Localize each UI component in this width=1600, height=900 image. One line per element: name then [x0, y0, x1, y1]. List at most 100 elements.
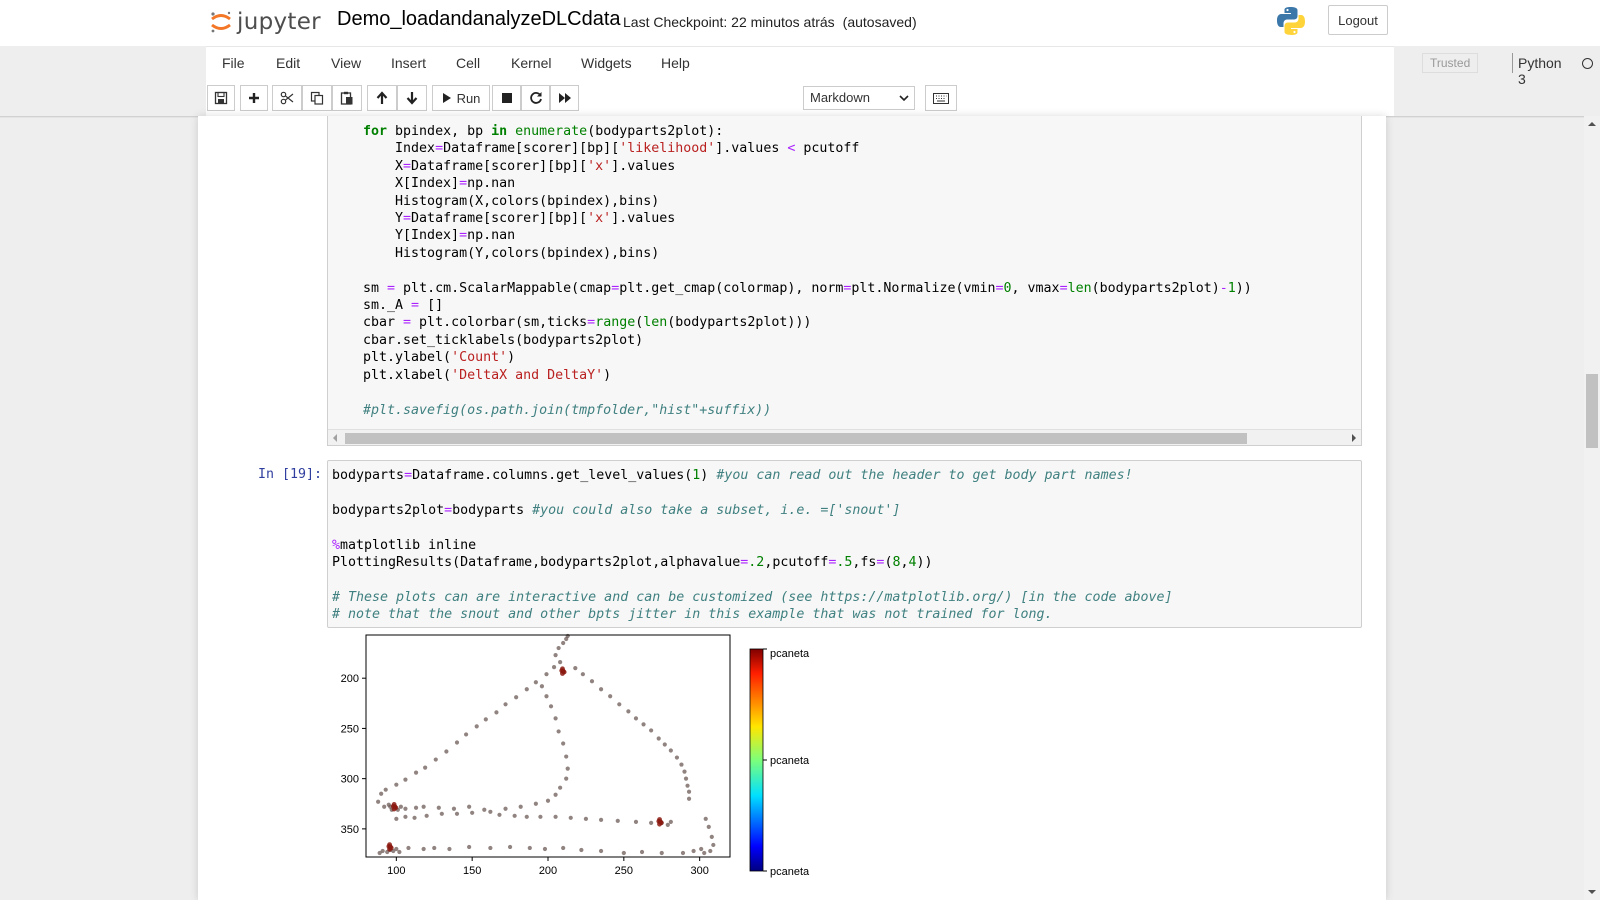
- menu-insert[interactable]: Insert: [391, 55, 427, 71]
- arrow-up-icon: [376, 91, 388, 105]
- scatter-point: [708, 848, 713, 854]
- colorbar-tick-label: pcaneta: [770, 648, 810, 660]
- colorbar-tick-label: pcaneta: [770, 866, 810, 878]
- menu-file[interactable]: File: [222, 55, 245, 71]
- scatter-point: [436, 805, 441, 810]
- scroll-up-icon[interactable]: [1588, 122, 1596, 126]
- input-prompt: In [19]:: [257, 467, 322, 482]
- scatter-point: [482, 807, 487, 812]
- code-line: [332, 484, 1173, 501]
- trusted-badge[interactable]: Trusted: [1422, 53, 1479, 73]
- scatter-point: [686, 789, 692, 794]
- scatter-point: [662, 742, 667, 747]
- scroll-down-icon[interactable]: [1588, 890, 1596, 894]
- scatter-point: [421, 804, 426, 809]
- code-line: PlottingResults(Dataframe,bodyparts2plot…: [332, 555, 933, 571]
- header: jupyter Demo_loadandanalyzeDLCdata Last …: [0, 0, 1600, 46]
- code-line: %matplotlib inline: [332, 537, 477, 553]
- x-tick-label: 200: [539, 865, 557, 877]
- notebook-name[interactable]: Demo_loadandanalyzeDLCdata: [337, 8, 621, 30]
- x-tick-label: 300: [690, 865, 708, 877]
- scrollbar-thumb[interactable]: [1586, 374, 1598, 448]
- scatter-point: [524, 814, 529, 819]
- command-palette-button[interactable]: [925, 85, 957, 111]
- code-line: sm = plt.cm.ScalarMappable(cmap=plt.get_…: [363, 280, 1252, 296]
- code-line: X=Dataframe[scorer][bp]['x'].values: [363, 158, 676, 174]
- scatter-point: [626, 709, 631, 714]
- scatter-point: [533, 801, 538, 806]
- code-line: Y=Dataframe[scorer][bp]['x'].values: [363, 211, 676, 227]
- play-icon: [442, 92, 452, 104]
- keyboard-icon: [933, 92, 949, 104]
- code-line: Histogram(Y,colors(bpindex),bins): [363, 245, 660, 261]
- menu-widgets[interactable]: Widgets: [581, 55, 632, 71]
- restart-run-all-button[interactable]: [550, 85, 579, 111]
- scatter-point: [376, 799, 381, 804]
- scatter-point: [556, 645, 561, 651]
- horizontal-scrollbar[interactable]: [328, 429, 1361, 445]
- scatter-point: [691, 848, 696, 854]
- scatter-point: [709, 834, 714, 840]
- scatter-point: [545, 798, 551, 803]
- code-line: [363, 262, 1252, 279]
- code-line: plt.ylabel('Count'): [363, 350, 516, 366]
- scatter-point: [553, 716, 558, 721]
- cut-button[interactable]: [272, 85, 302, 111]
- chevron-down-icon: [899, 87, 909, 116]
- scatter-point: [497, 812, 502, 817]
- code-block: bodyparts=Dataframe.columns.get_level_va…: [332, 467, 1173, 624]
- scatter-point: [711, 842, 716, 848]
- scroll-left-icon[interactable]: [333, 434, 337, 442]
- save-icon: [214, 91, 228, 105]
- scatter-point: [474, 724, 479, 729]
- run-button[interactable]: Run: [432, 85, 490, 111]
- scatter-point: [598, 817, 604, 822]
- scatter-point: [565, 766, 570, 771]
- scatter-point: [382, 804, 387, 809]
- jupyter-logo[interactable]: jupyter: [209, 7, 321, 37]
- scatter-point: [668, 748, 673, 753]
- code-line: # These plots can are interactive and ca…: [332, 589, 1173, 605]
- code-line: bodyparts2plot=bodyparts #you could also…: [332, 502, 901, 518]
- menubar: File Edit View Insert Cell Kernel Widget…: [206, 46, 1593, 87]
- scatter-point: [524, 687, 529, 692]
- code-cell-editor[interactable]: bodyparts=Dataframe.columns.get_level_va…: [327, 460, 1362, 628]
- restart-button[interactable]: [521, 85, 550, 111]
- scatter-point: [447, 846, 452, 852]
- scatter-point: [380, 848, 385, 854]
- paste-button[interactable]: [332, 85, 362, 111]
- code-cell-editor[interactable]: for bpindex, bp in enumerate(bodyparts2p…: [327, 116, 1362, 446]
- code-line: sm._A = []: [363, 298, 444, 314]
- scatter-point: [394, 782, 399, 787]
- save-button[interactable]: [207, 85, 235, 111]
- move-up-button[interactable]: [367, 85, 397, 111]
- vertical-scrollbar[interactable]: [1584, 116, 1600, 900]
- scroll-right-icon[interactable]: [1352, 434, 1356, 442]
- scatter-point: [544, 672, 549, 677]
- code-line: cbar.set_ticklabels(bodyparts2plot): [363, 332, 644, 348]
- kernel-name[interactable]: Python 3: [1518, 55, 1562, 87]
- insert-cell-button[interactable]: [240, 85, 268, 111]
- kernel-separator: [1512, 53, 1513, 73]
- scatter-point: [649, 820, 654, 825]
- scatter-point: [383, 787, 388, 792]
- menu-kernel[interactable]: Kernel: [511, 55, 552, 71]
- scatter-point: [679, 762, 684, 767]
- scatter-point: [483, 717, 488, 722]
- copy-button[interactable]: [302, 85, 332, 111]
- scatter-point: [598, 687, 604, 692]
- cell-type-select[interactable]: Markdown: [803, 86, 915, 110]
- move-down-button[interactable]: [397, 85, 427, 111]
- scatter-point: [665, 822, 670, 827]
- menu-cell[interactable]: Cell: [456, 55, 481, 71]
- menu-help[interactable]: Help: [661, 55, 690, 71]
- logout-button[interactable]: Logout: [1328, 5, 1388, 35]
- menu-edit[interactable]: Edit: [276, 55, 301, 71]
- scatter-point: [413, 770, 419, 775]
- jupyter-logo-text: jupyter: [237, 9, 321, 35]
- interrupt-button[interactable]: [492, 85, 521, 111]
- scrollbar-thumb[interactable]: [345, 433, 1247, 444]
- scatter-point: [583, 816, 589, 821]
- menu-view[interactable]: View: [331, 55, 362, 71]
- scatter-point: [412, 815, 417, 820]
